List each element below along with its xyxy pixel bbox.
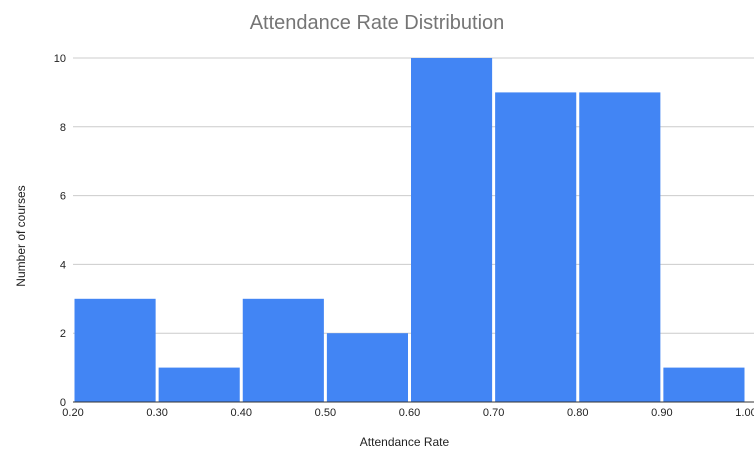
- x-tick-label: 0.20: [62, 407, 83, 419]
- x-tick-label: 0.30: [146, 407, 167, 419]
- histogram-bar: [158, 367, 240, 402]
- histogram-bar: [579, 92, 661, 403]
- x-tick-label: 0.50: [315, 407, 336, 419]
- x-tick-label: 0.70: [483, 407, 504, 419]
- y-tick-label: 0: [60, 397, 66, 409]
- y-tick-label: 8: [60, 122, 66, 134]
- histogram-bar: [242, 298, 324, 402]
- histogram-bar: [495, 92, 577, 403]
- x-tick-label: 0.60: [399, 407, 420, 419]
- y-tick-label: 10: [54, 53, 66, 65]
- x-tick-label: 0.90: [651, 407, 672, 419]
- chart-title: Attendance Rate Distribution: [249, 12, 505, 34]
- y-tick-label: 4: [60, 259, 66, 271]
- x-tick-label: 1.00: [735, 407, 754, 419]
- histogram-bar: [411, 58, 493, 402]
- histogram-bar: [74, 298, 156, 402]
- x-tick-label: 0.80: [567, 407, 588, 419]
- histogram-bar: [326, 333, 408, 402]
- x-axis-label: Attendance Rate: [359, 435, 450, 449]
- x-tick-label: 0.40: [231, 407, 252, 419]
- y-tick-label: 6: [60, 191, 66, 203]
- histogram-bar: [663, 367, 745, 402]
- y-tick-label: 2: [60, 328, 66, 340]
